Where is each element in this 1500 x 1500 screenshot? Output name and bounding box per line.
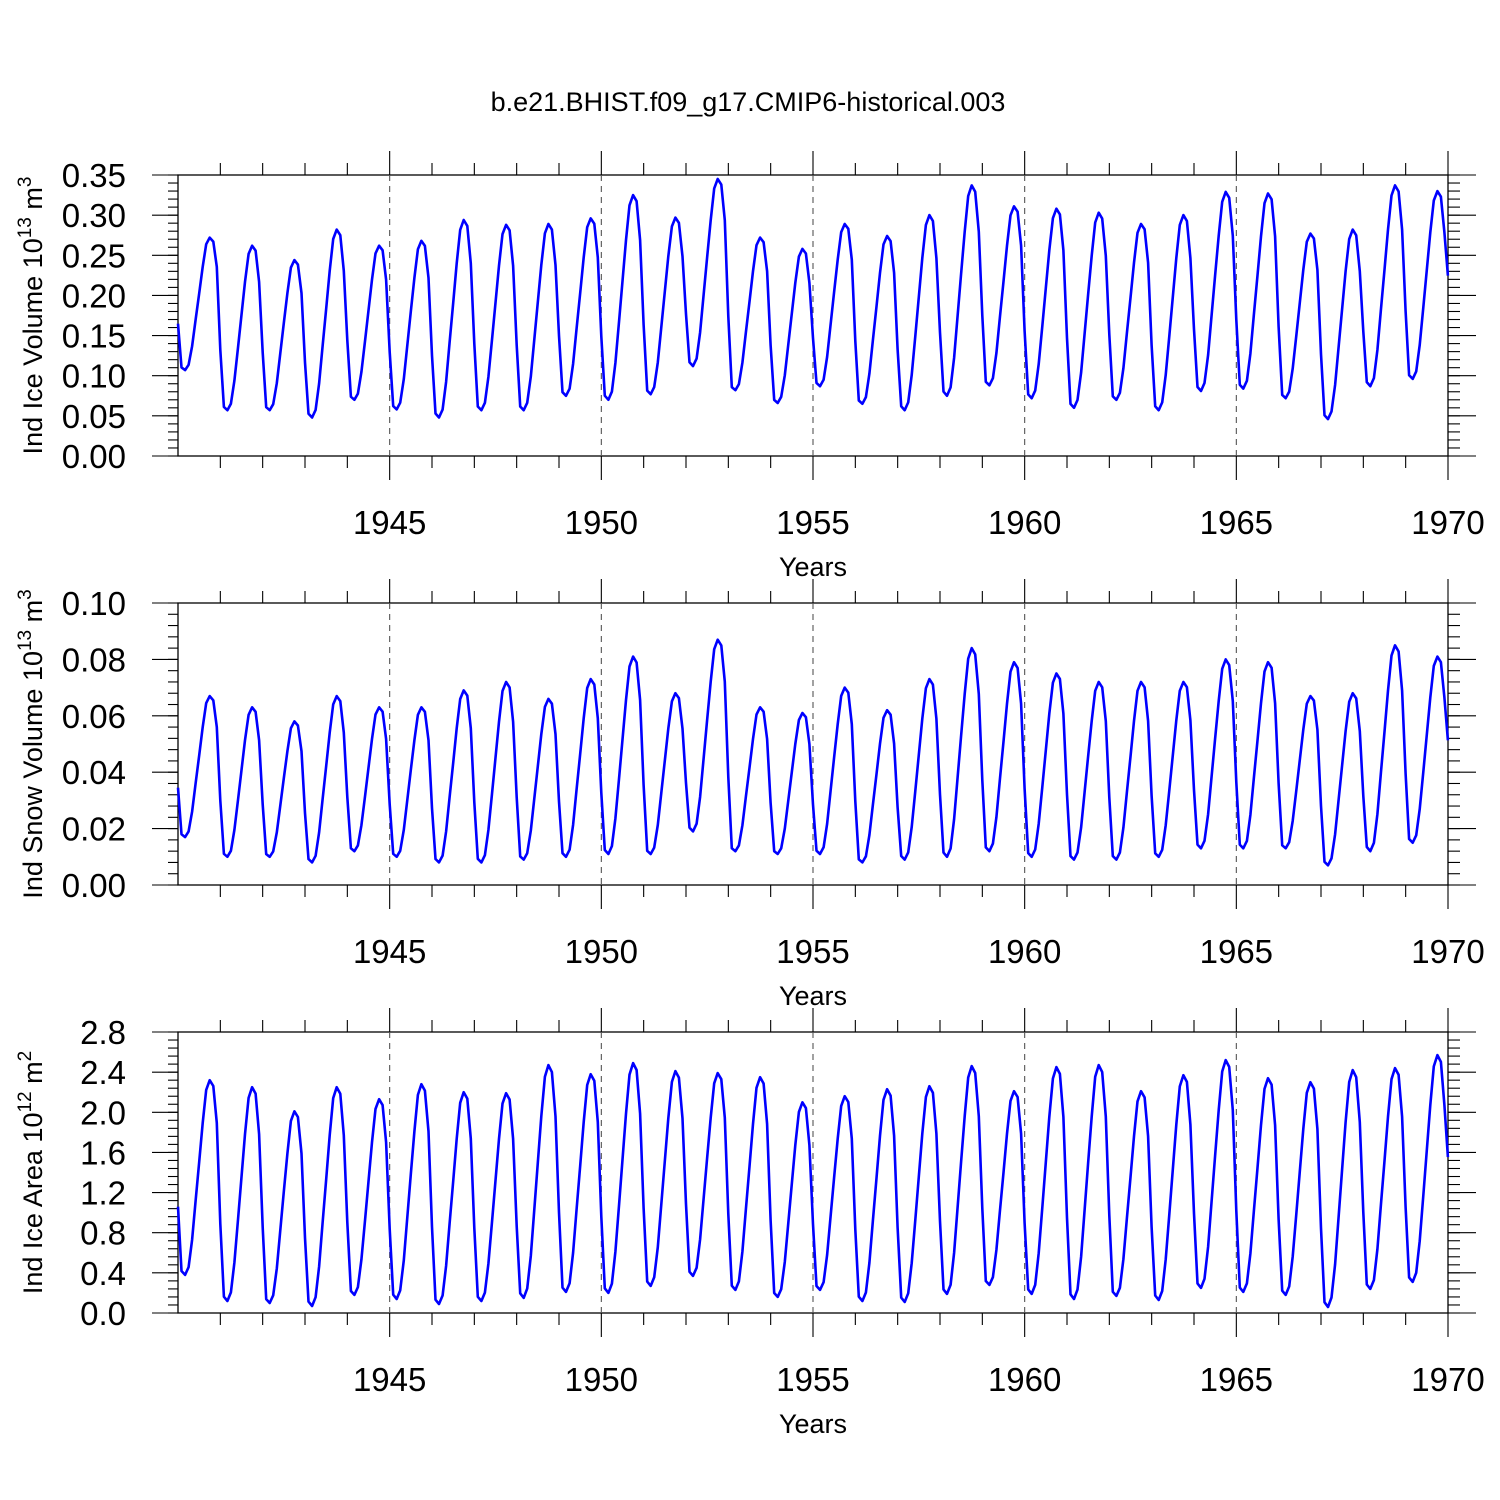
x-tick-label: 1955 (776, 1361, 849, 1398)
series-line-ice-area (176, 1053, 1450, 1309)
y-tick-label: 0.10 (62, 358, 126, 395)
series-line-snow-volume (176, 638, 1450, 867)
x-tick-label: 1965 (1200, 504, 1273, 541)
y-tick-label: 0.08 (62, 641, 126, 678)
y-tick-label: 0.00 (62, 867, 126, 904)
x-tick-label: 1960 (988, 504, 1061, 541)
y-tick-label: 0.0 (80, 1295, 126, 1332)
x-axis-label: Years (779, 981, 847, 1011)
y-tick-label: 2.4 (80, 1054, 126, 1091)
y-tick-label: 0.04 (62, 754, 126, 791)
panel-ice-volume: 0.000.050.100.15 0.200.250.300.35 1945 1950… (15, 151, 1485, 582)
series-line-ice-volume (176, 177, 1450, 421)
y-tick-label: 0.30 (62, 197, 126, 234)
y-tick-label: 1.2 (80, 1175, 126, 1212)
y-axis-label: Ind Snow Volume 1013 m3 (15, 589, 48, 898)
y-tick-label: 0.25 (62, 237, 126, 274)
x-tick-label: 1945 (353, 504, 426, 541)
x-tick-label: 1955 (776, 933, 849, 970)
x-tick-label: 1945 (353, 1361, 426, 1398)
x-axis-label: Years (779, 552, 847, 582)
y-tick-label: 0.00 (62, 438, 126, 475)
y-tick-label: 0.35 (62, 157, 126, 194)
x-tick-label: 1955 (776, 504, 849, 541)
x-tick-label: 1960 (988, 933, 1061, 970)
y-tick-label: 0.05 (62, 398, 126, 435)
y-tick-label: 0.20 (62, 277, 126, 314)
y-tick-label: 2.0 (80, 1094, 126, 1131)
x-tick-label: 1970 (1411, 1361, 1484, 1398)
y-tick-label: 0.4 (80, 1255, 126, 1292)
y-tick-label: 1.6 (80, 1134, 126, 1171)
y-tick-label: 0.06 (62, 698, 126, 735)
figure-title: b.e21.BHIST.f09_g17.CMIP6-historical.003 (491, 87, 1006, 117)
y-tick-label: 0.8 (80, 1215, 126, 1252)
x-axis-label: Years (779, 1409, 847, 1439)
x-tick-label: 1970 (1411, 504, 1484, 541)
x-tick-label: 1965 (1200, 933, 1273, 970)
y-axis-label: Ind Ice Area 1012 m2 (15, 1051, 48, 1294)
x-tick-label: 1970 (1411, 933, 1484, 970)
y-tick-label: 0.15 (62, 318, 126, 355)
panel-ice-area: 0.00.40.81.2 1.62.02.42.8 1945 1950 1955 1960… (15, 1008, 1485, 1439)
x-tick-label: 1950 (565, 504, 638, 541)
x-tick-label: 1950 (565, 1361, 638, 1398)
y-tick-label: 0.02 (62, 811, 126, 848)
y-axis-label: Ind Ice Volume 1013 m3 (15, 177, 48, 455)
y-tick-label: 0.10 (62, 585, 126, 622)
x-tick-label: 1965 (1200, 1361, 1273, 1398)
x-tick-label: 1945 (353, 933, 426, 970)
panel-snow-volume: 0.00 0.02 0.04 0.06 0.08 0.10 1945 1950 1955 1960… (15, 579, 1485, 1011)
x-tick-label: 1960 (988, 1361, 1061, 1398)
y-tick-label: 2.8 (80, 1014, 126, 1051)
x-tick-label: 1950 (565, 933, 638, 970)
